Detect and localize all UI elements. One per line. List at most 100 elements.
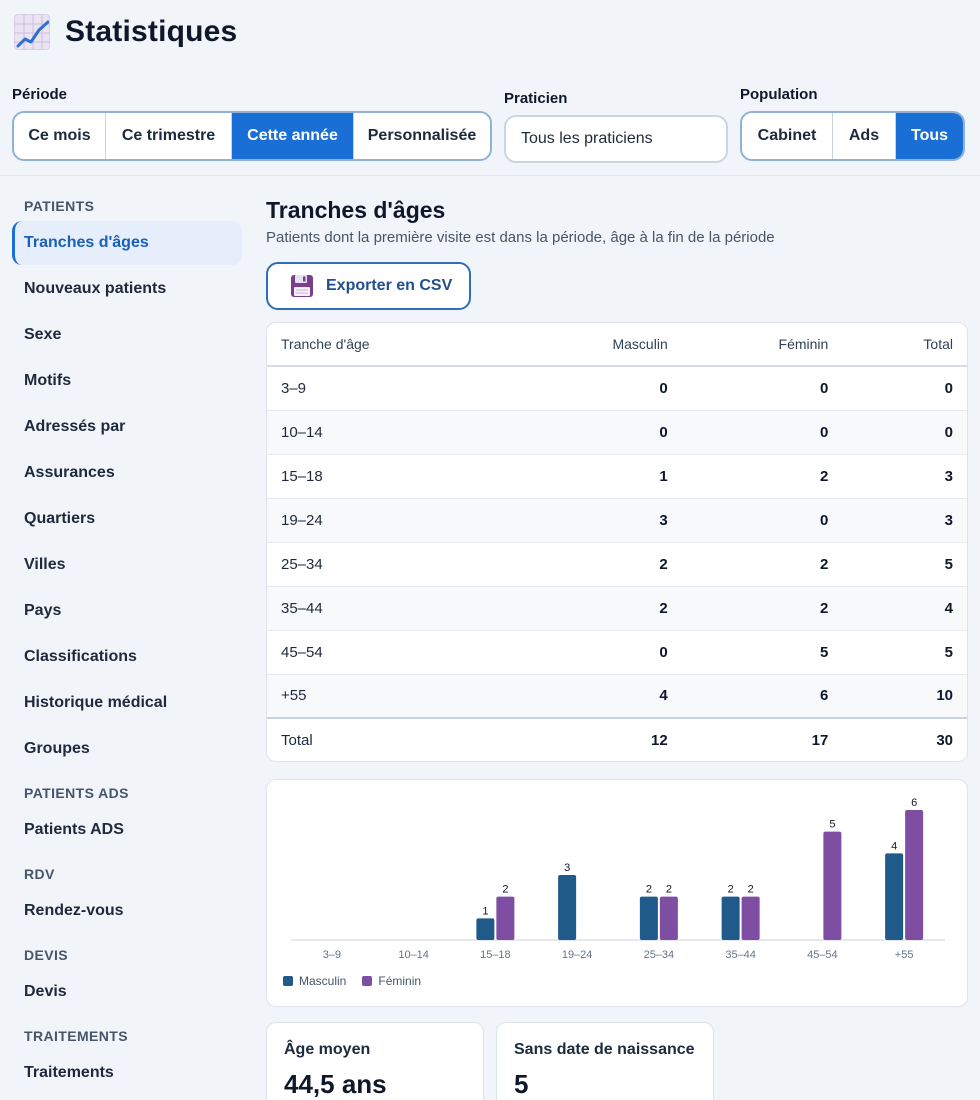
bar-feminin[interactable] (741, 896, 760, 940)
bar-masculin[interactable] (558, 875, 577, 940)
periode-segmented: Ce mois Ce trimestre Cette année Personn… (12, 111, 492, 161)
data-label: 5 (829, 819, 835, 831)
population-option-ads[interactable]: Ads (833, 113, 896, 159)
data-label: 6 (911, 797, 917, 809)
sidebar-item-quartiers[interactable]: Quartiers (24, 510, 96, 527)
cell-total-total: 30 (842, 717, 967, 761)
sidebar-item-assurances[interactable]: Assurances (24, 464, 115, 481)
legend-swatch-masculin (283, 976, 293, 986)
data-label: 2 (728, 884, 734, 896)
sidebar-item-pays[interactable]: Pays (24, 602, 62, 619)
legend-item-feminin: Féminin (362, 974, 421, 988)
bar-masculin[interactable] (885, 853, 904, 940)
kpi-age-moyen-value: 44,5 ans (284, 1069, 387, 1099)
table-row: 35–44 2 2 4 (267, 586, 967, 631)
population-option-cabinet[interactable]: Cabinet (742, 113, 833, 159)
col-header-total: Total (842, 323, 967, 367)
sidebar-item-motifs[interactable]: Motifs (24, 372, 72, 389)
bar-masculin[interactable] (476, 918, 495, 940)
cell-tranche: 15–18 (267, 454, 477, 499)
cell-masculin: 0 (476, 410, 682, 455)
sidebar-section-patients: PATIENTS (24, 198, 95, 214)
periode-option-personnalisee[interactable]: Personnalisée (367, 127, 477, 144)
cell-feminin: 5 (681, 630, 843, 675)
cell-tranche: +55 (267, 674, 477, 719)
export-csv-button[interactable]: Exporter en CSV (266, 262, 471, 310)
sidebar-item-patients-ads[interactable]: Patients ADS (24, 821, 124, 838)
sidebar-item-classifications[interactable]: Classifications (24, 648, 137, 665)
section-subtitle: Patients dont la première visite est dan… (266, 229, 775, 246)
population-option-tous[interactable]: Tous (896, 113, 963, 159)
bar-masculin[interactable] (721, 896, 740, 940)
sidebar-item-villes[interactable]: Villes (24, 556, 66, 573)
periode-option-annee[interactable]: Cette année (232, 113, 354, 159)
cell-total: 3 (842, 454, 967, 499)
data-label: 2 (502, 884, 508, 896)
chart-trend-icon (14, 14, 50, 50)
sidebar-item-sexe[interactable]: Sexe (24, 326, 62, 343)
col-header-feminin: Féminin (681, 323, 843, 367)
data-label: 3 (564, 862, 570, 874)
legend-label-feminin: Féminin (378, 974, 422, 988)
bar-feminin[interactable] (905, 810, 924, 940)
sidebar-item-nouveaux-patients[interactable]: Nouveaux patients (24, 280, 167, 297)
sidebar-item-groupes[interactable]: Groupes (24, 740, 90, 757)
cell-total: 3 (842, 498, 967, 543)
cell-tranche: 19–24 (267, 498, 477, 543)
data-label: 4 (891, 840, 897, 852)
sidebar-item-devis[interactable]: Devis (24, 983, 67, 1000)
page-header: Statistiques Période Ce mois Ce trimestr… (0, 0, 980, 176)
cell-tranche: 35–44 (267, 586, 477, 631)
export-csv-label: Exporter en CSV (326, 277, 453, 294)
kpi-sans-date-value: 5 (514, 1069, 529, 1099)
data-label: 2 (646, 884, 652, 896)
cell-masculin: 0 (476, 630, 682, 675)
table-row: 19–24 3 0 3 (267, 498, 967, 543)
bar-feminin[interactable] (496, 896, 515, 940)
cell-total: 4 (842, 586, 967, 631)
kpi-age-moyen: Âge moyen 44,5 ans (266, 1022, 484, 1100)
sidebar-section-devis: DEVIS (24, 947, 69, 963)
sidebar-item-historique-medical[interactable]: Historique médical (24, 694, 168, 711)
praticien-select[interactable]: Tous les praticiens (504, 115, 728, 163)
table-row: 25–34 2 2 5 (267, 542, 967, 587)
cell-masculin: 2 (476, 586, 682, 631)
sidebar-item-rendez-vous[interactable]: Rendez-vous (24, 902, 124, 919)
cell-masculin: 0 (476, 366, 682, 411)
sidebar-item-adresses-par[interactable]: Adressés par (24, 418, 126, 435)
x-tick-label: 25–34 (644, 949, 675, 961)
sidebar-item-traitements[interactable]: Traitements (24, 1064, 114, 1081)
data-label: 2 (666, 884, 672, 896)
x-tick-label: 3–9 (323, 949, 341, 961)
table-row: 10–14 0 0 0 (267, 410, 967, 455)
table-row: +55 4 6 10 (267, 674, 967, 719)
bar-masculin[interactable] (639, 896, 658, 940)
cell-tranche: 25–34 (267, 542, 477, 587)
table-row: 45–54 0 5 5 (267, 630, 967, 675)
x-tick-label: 10–14 (398, 949, 429, 961)
periode-option-mois[interactable]: Ce mois (14, 113, 106, 159)
cell-tranche: 3–9 (267, 366, 477, 411)
population-segmented: Cabinet Ads Tous (740, 111, 965, 161)
age-table-card: Tranche d'âge Masculin Féminin Total 3–9… (266, 322, 968, 762)
table-row: 3–9 0 0 0 (267, 366, 967, 411)
cell-total-label: Total (267, 717, 477, 761)
legend-label-masculin: Masculin (299, 974, 347, 988)
periode-label: Période (12, 86, 68, 103)
chart-legend: Masculin Féminin (283, 974, 437, 988)
section-title: Tranches d'âges (266, 197, 446, 223)
age-table: Tranche d'âge Masculin Féminin Total 3–9… (267, 323, 967, 761)
sidebar-section-traitements: TRAITEMENTS (24, 1028, 128, 1044)
data-label: 1 (482, 905, 488, 917)
age-chart-card: 3–9 10–14 15–18 1 2 19–24 3 25–34 2 2 35–44 2 2 45–54… (266, 779, 968, 1007)
cell-tranche: 45–54 (267, 630, 477, 675)
kpi-sans-date: Sans date de naissance 5 (496, 1022, 714, 1100)
cell-masculin: 1 (476, 454, 682, 499)
sidebar-section-patients-ads: PATIENTS ADS (24, 785, 129, 801)
cell-feminin: 0 (681, 498, 843, 543)
periode-option-trimestre[interactable]: Ce trimestre (106, 113, 232, 159)
bar-feminin[interactable] (823, 831, 842, 940)
bar-feminin[interactable] (659, 896, 678, 940)
sidebar-item-tranches-ages[interactable]: Tranches d'âges (12, 221, 242, 265)
cell-masculin: 2 (476, 542, 682, 587)
